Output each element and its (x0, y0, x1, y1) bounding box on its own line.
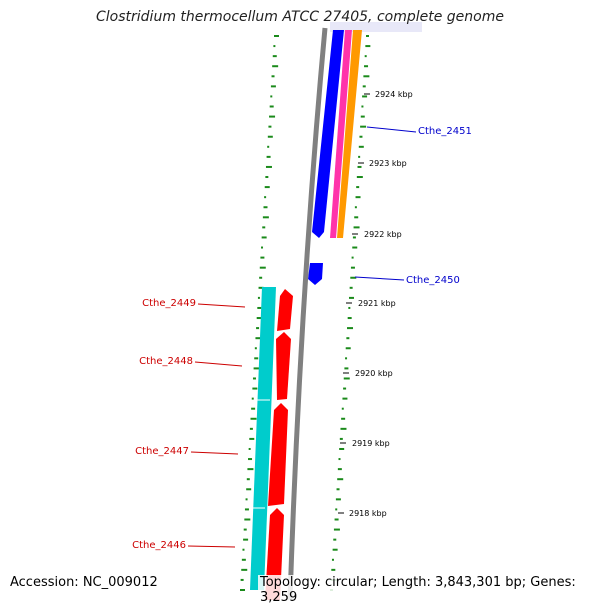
sequence-scale: 2924 kbp 2923 kbp 2922 kbp 2921 kbp 2920… (338, 90, 413, 518)
scale-tick: 2923 kbp (358, 159, 407, 168)
feature-blue-1[interactable] (312, 30, 344, 238)
reverse-features (250, 287, 293, 600)
forward-gene-labels: Cthe_2451 Cthe_2450 (354, 126, 472, 286)
gene-label-cthe-2451[interactable]: Cthe_2451 (418, 126, 472, 137)
gene-label-cthe-2448[interactable]: Cthe_2448 (139, 356, 193, 367)
tick-label-2924: 2924 kbp (375, 90, 413, 99)
gene-label-cthe-2446[interactable]: Cthe_2446 (132, 540, 186, 551)
feature-orange-1[interactable] (337, 30, 362, 238)
tick-label-2923: 2923 kbp (369, 159, 407, 168)
scale-tick: 2920 kbp (343, 369, 393, 378)
scale-tick: 2918 kbp (338, 509, 387, 518)
forward-features (308, 30, 362, 285)
scale-tick: 2924 kbp (364, 90, 413, 99)
gene-label-cthe-2450[interactable]: Cthe_2450 (406, 275, 460, 286)
feature-blue-2[interactable] (308, 263, 323, 285)
genome-summary-text: Topology: circular; Length: 3,843,301 bp… (258, 575, 600, 605)
accession-text: Accession: NC_009012 (8, 575, 160, 590)
feature-cyan-1[interactable] (250, 287, 276, 590)
gc-content-tracks (240, 35, 371, 591)
feature-red-2[interactable] (276, 332, 291, 400)
feature-red-3[interactable] (268, 403, 288, 506)
scale-tick: 2922 kbp (352, 230, 402, 239)
tick-label-2921: 2921 kbp (358, 299, 396, 308)
gene-label-cthe-2449[interactable]: Cthe_2449 (142, 298, 196, 309)
tick-label-2918: 2918 kbp (349, 509, 387, 518)
genome-backbone (287, 27, 328, 601)
tick-label-2919: 2919 kbp (352, 439, 390, 448)
feature-red-1[interactable] (277, 289, 293, 331)
feature-magenta-1[interactable] (330, 30, 352, 238)
faded-feature-label (330, 22, 422, 32)
reverse-gene-labels: Cthe_2449 Cthe_2448 Cthe_2447 Cthe_2446 (132, 298, 246, 551)
map-title: Clostridium thermocellum ATCC 27405, com… (96, 9, 504, 25)
scale-tick: 2921 kbp (346, 299, 396, 308)
tick-label-2920: 2920 kbp (355, 369, 393, 378)
gene-label-cthe-2447[interactable]: Cthe_2447 (135, 446, 189, 457)
tick-label-2922: 2922 kbp (364, 230, 402, 239)
scale-tick: 2919 kbp (340, 439, 390, 448)
